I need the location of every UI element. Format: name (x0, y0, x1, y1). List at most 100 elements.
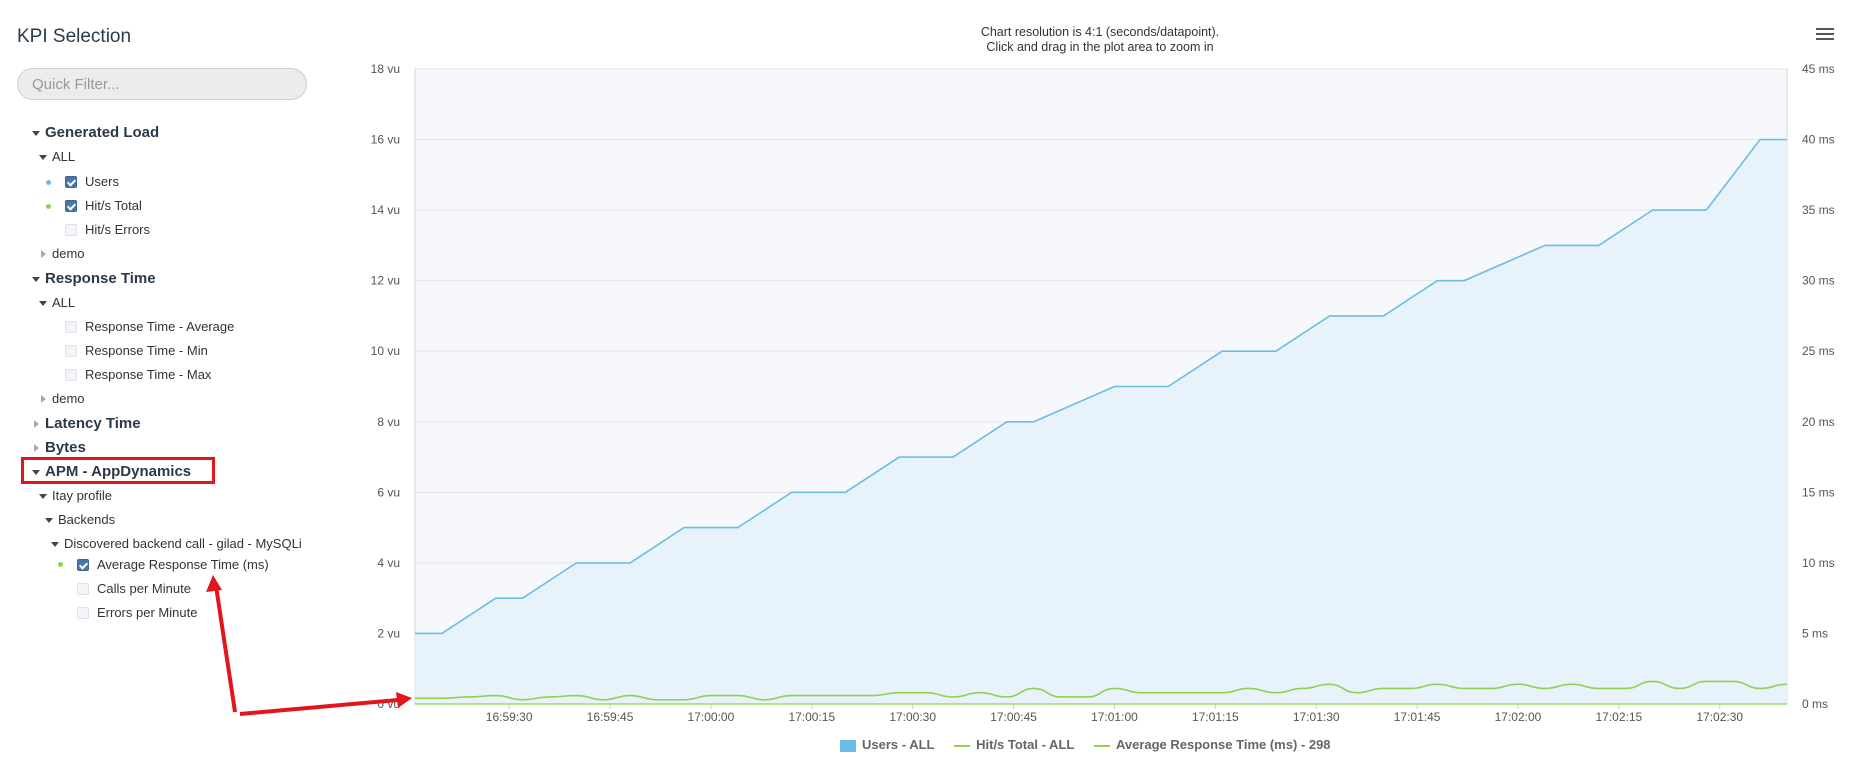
y-right-tick-label: 10 ms (1802, 556, 1835, 570)
caret-right-icon[interactable] (31, 413, 41, 435)
caret-down-icon[interactable] (38, 292, 48, 314)
x-tick-label: 17:02:15 (1596, 710, 1643, 724)
caret-down-icon[interactable] (31, 268, 41, 290)
y-left-tick-label: 14 vu (371, 203, 400, 217)
kpi-label-rt-min[interactable]: Response Time - Min (85, 343, 208, 358)
tree-node-label: ALL (52, 295, 76, 310)
kpi-label-avg-response-time[interactable]: Average Response Time (ms) (97, 557, 269, 572)
annotation-arrowhead-up (206, 575, 222, 592)
x-tick-label: 17:01:00 (1091, 710, 1138, 724)
series-color-dot (58, 562, 63, 567)
y-left-tick-label: 6 vu (377, 485, 400, 499)
caret-down-icon[interactable] (31, 461, 41, 483)
quick-filter-input[interactable] (17, 68, 307, 100)
checkbox-users[interactable] (65, 176, 77, 188)
x-tick-label: 17:01:30 (1293, 710, 1340, 724)
legend-swatch-avg-response (1093, 744, 1110, 747)
caret-right-icon[interactable] (38, 243, 48, 265)
annotation-arrow-shaft-up (214, 585, 237, 713)
x-tick-label: 17:02:00 (1495, 710, 1542, 724)
legend-item-avg-response[interactable]: Average Response Time (ms) - 298 (1093, 737, 1331, 753)
checkbox-errors-per-minute[interactable] (77, 607, 89, 619)
x-tick-label: 16:59:30 (486, 710, 533, 724)
kpi-label-users[interactable]: Users (85, 174, 119, 189)
x-tick-label: 16:59:45 (587, 710, 634, 724)
kpi-label-rt-max[interactable]: Response Time - Max (85, 367, 212, 382)
x-tick-label: 17:00:45 (990, 710, 1037, 724)
kpi-label-hits-errors[interactable]: Hit/s Errors (85, 222, 150, 237)
checkbox-avg-response-time[interactable] (77, 559, 89, 571)
x-tick-label: 17:01:15 (1192, 710, 1239, 724)
y-right-tick-label: 15 ms (1802, 485, 1835, 499)
y-right-tick-label: 0 ms (1802, 697, 1828, 711)
tree-node-label: demo (52, 246, 85, 261)
y-right-tick-label: 40 ms (1802, 133, 1835, 147)
checkbox-rt-min[interactable] (65, 345, 77, 357)
annotation-highlight-box (21, 457, 215, 484)
x-tick-label: 17:01:45 (1394, 710, 1441, 724)
panel-title: KPI Selection (17, 26, 132, 47)
y-left-tick-label: 10 vu (371, 344, 400, 358)
legend-item-users[interactable]: Users - ALL (840, 737, 934, 752)
y-left-tick-label: 4 vu (377, 556, 400, 570)
avg-response-series-line (415, 680, 1788, 701)
kpi-label-errors-per-minute[interactable]: Errors per Minute (97, 605, 198, 620)
series-color-dot (46, 180, 51, 185)
hamburger-menu-icon[interactable] (1816, 28, 1834, 42)
legend-label: Users - ALL (862, 737, 935, 753)
caret-down-icon[interactable] (31, 122, 41, 144)
checkbox-rt-max[interactable] (65, 369, 77, 381)
chart-legend: Users - ALL Hit/s Total - ALL Average Re… (840, 736, 1347, 754)
series-color-dot (46, 204, 51, 209)
y-left-tick-label: 16 vu (371, 133, 400, 147)
annotation-arrow-shaft-right (239, 698, 399, 716)
chart-subtitle-line2: Click and drag in the plot area to zoom … (986, 40, 1214, 54)
kpi-label-calls-per-minute[interactable]: Calls per Minute (97, 581, 191, 596)
tree-node-label: demo (52, 391, 85, 406)
legend-label: Average Response Time (ms) - 298 (1115, 737, 1331, 753)
tree-node-label: Bytes (45, 439, 86, 456)
users-series-line (415, 138, 1787, 635)
tree-node-label: Generated Load (45, 124, 160, 141)
checkbox-rt-average[interactable] (65, 321, 77, 333)
x-tick-label: 17:00:30 (889, 710, 936, 724)
annotation-arrowhead-right (396, 692, 412, 708)
y-left-tick-label: 12 vu (371, 274, 400, 288)
y-right-tick-label: 5 ms (1802, 626, 1828, 640)
tree-node-label: Backends (58, 512, 116, 527)
checkbox-hits-errors[interactable] (65, 224, 77, 236)
legend-label: Hit/s Total - ALL (976, 737, 1075, 753)
tree-node-label: Latency Time (45, 415, 141, 432)
y-right-tick-label: 35 ms (1802, 203, 1835, 217)
x-tick-label: 17:00:00 (688, 710, 735, 724)
legend-swatch-hits (954, 744, 971, 747)
kpi-label-rt-average[interactable]: Response Time - Average (85, 319, 235, 334)
legend-item-hits[interactable]: Hit/s Total - ALL (954, 737, 1074, 752)
checkbox-hits-total[interactable] (65, 200, 77, 212)
tree-node-label: APM - AppDynamics (45, 463, 192, 480)
y-left-tick-label: 18 vu (371, 62, 400, 76)
caret-down-icon[interactable] (50, 533, 60, 555)
kpi-label-hits-total[interactable]: Hit/s Total (85, 198, 142, 213)
x-tick-label: 17:00:15 (788, 710, 835, 724)
tree-node-label: Itay profile (52, 488, 112, 503)
tree-node-label: ALL (52, 149, 76, 164)
x-tick-label: 17:02:30 (1696, 710, 1743, 724)
tree-node-label: Discovered backend call - gilad - MySQLi (64, 536, 302, 551)
checkbox-calls-per-minute[interactable] (77, 583, 89, 595)
legend-swatch-users (840, 739, 856, 752)
y-right-tick-label: 25 ms (1802, 344, 1835, 358)
y-right-tick-label: 30 ms (1802, 274, 1835, 288)
caret-right-icon[interactable] (38, 388, 48, 410)
caret-down-icon[interactable] (38, 146, 48, 168)
chart-subtitle-line1: Chart resolution is 4:1 (seconds/datapoi… (980, 25, 1220, 39)
caret-right-icon[interactable] (31, 437, 41, 459)
caret-down-icon[interactable] (44, 509, 54, 531)
y-right-tick-label: 45 ms (1802, 62, 1835, 76)
y-right-tick-label: 20 ms (1802, 415, 1835, 429)
chart-subtitle: Chart resolution is 4:1 (seconds/datapoi… (900, 25, 1300, 55)
y-left-tick-label: 8 vu (377, 415, 400, 429)
caret-down-icon[interactable] (38, 485, 48, 507)
tree-node-label: Response Time (45, 270, 156, 287)
